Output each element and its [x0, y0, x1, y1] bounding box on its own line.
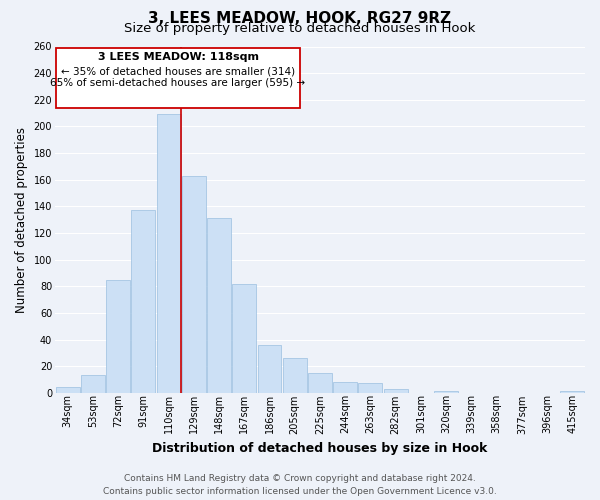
Bar	[333, 382, 357, 393]
Bar	[434, 392, 458, 393]
Bar	[358, 384, 382, 393]
Bar	[81, 376, 105, 393]
Bar	[131, 210, 155, 393]
Bar	[283, 358, 307, 393]
Text: Contains HM Land Registry data © Crown copyright and database right 2024.
Contai: Contains HM Land Registry data © Crown c…	[103, 474, 497, 496]
Bar	[56, 388, 80, 393]
X-axis label: Distribution of detached houses by size in Hook: Distribution of detached houses by size …	[152, 442, 488, 455]
Text: ← 35% of detached houses are smaller (314): ← 35% of detached houses are smaller (31…	[61, 66, 295, 76]
Bar	[207, 218, 231, 393]
Text: 65% of semi-detached houses are larger (595) →: 65% of semi-detached houses are larger (…	[50, 78, 305, 88]
Bar	[384, 389, 407, 393]
Text: Size of property relative to detached houses in Hook: Size of property relative to detached ho…	[124, 22, 476, 35]
Bar	[232, 284, 256, 393]
Bar	[106, 280, 130, 393]
Bar	[257, 345, 281, 393]
FancyBboxPatch shape	[56, 48, 300, 108]
Y-axis label: Number of detached properties: Number of detached properties	[15, 126, 28, 312]
Text: 3, LEES MEADOW, HOOK, RG27 9RZ: 3, LEES MEADOW, HOOK, RG27 9RZ	[148, 11, 452, 26]
Bar	[182, 176, 206, 393]
Text: 3 LEES MEADOW: 118sqm: 3 LEES MEADOW: 118sqm	[98, 52, 259, 62]
Bar	[308, 373, 332, 393]
Bar	[560, 392, 584, 393]
Bar	[157, 114, 181, 393]
